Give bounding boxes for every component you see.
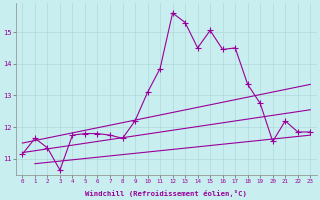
X-axis label: Windchill (Refroidissement éolien,°C): Windchill (Refroidissement éolien,°C) [85,190,247,197]
